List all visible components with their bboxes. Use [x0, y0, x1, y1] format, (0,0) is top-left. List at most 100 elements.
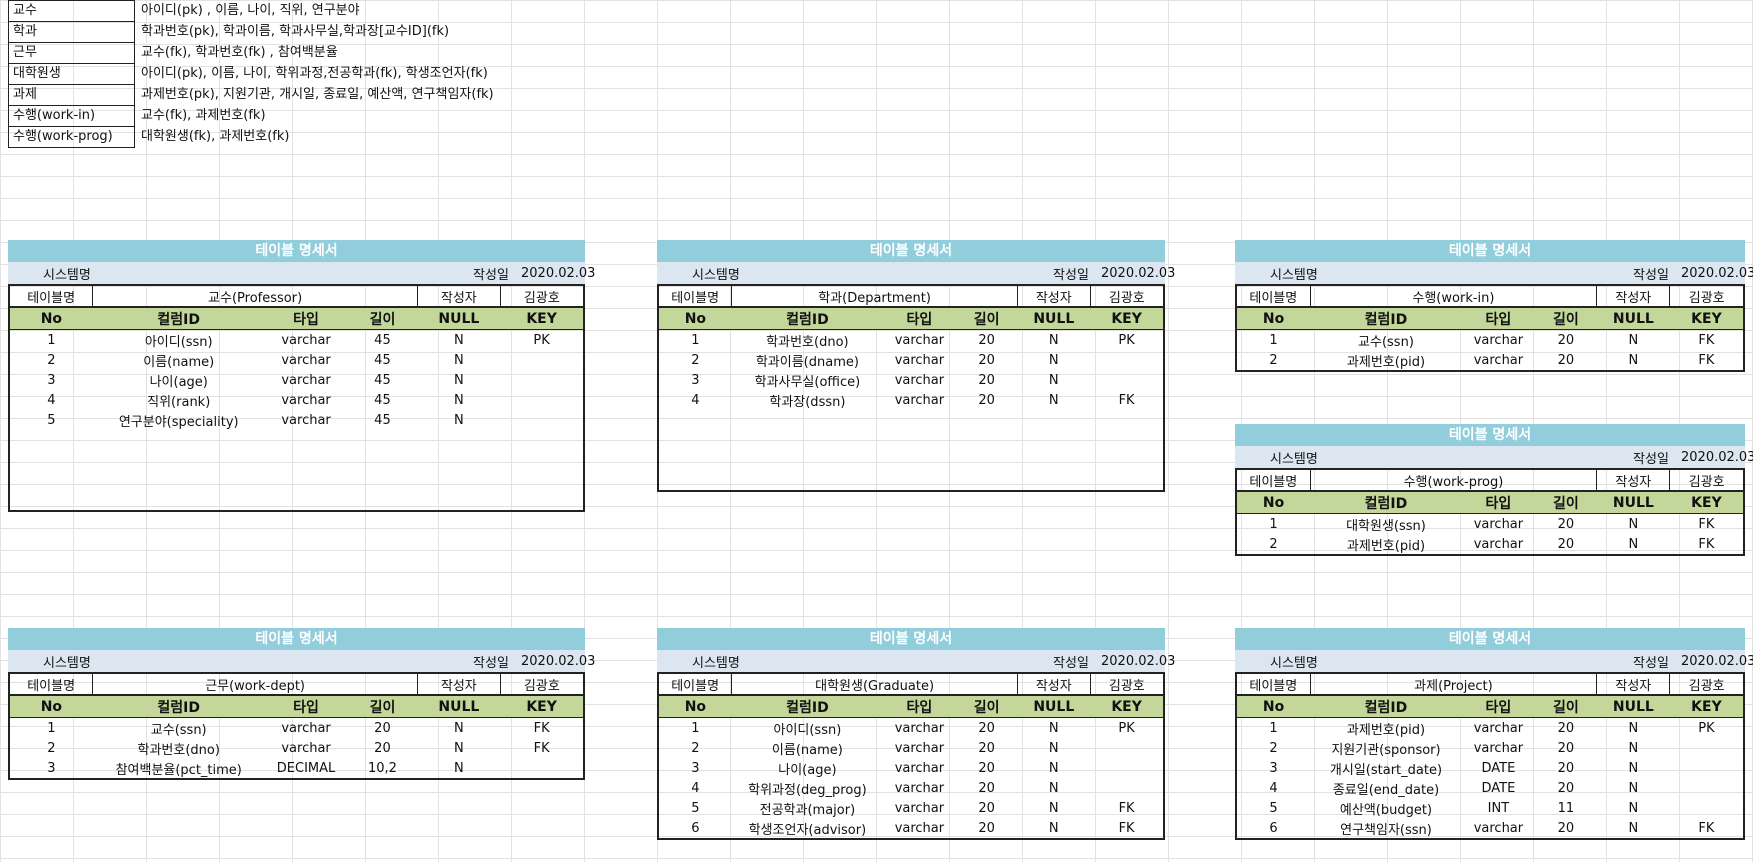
table-cell[interactable]: DATE	[1481, 760, 1516, 776]
summary-entity-name[interactable]: 대학원생	[8, 63, 135, 85]
table-cell[interactable]: 20	[1557, 536, 1575, 552]
table-cell[interactable]: N	[1628, 720, 1639, 736]
table-cell[interactable]: varchar	[894, 720, 945, 736]
table-cell[interactable]: 2	[1269, 740, 1278, 756]
table-cell[interactable]: 직위(rank)	[147, 394, 211, 410]
table-cell[interactable]: 10,2	[367, 760, 397, 776]
written-date-value[interactable]: 2020.02.03	[521, 653, 596, 669]
table-cell[interactable]: varchar	[1473, 820, 1524, 836]
table-cell[interactable]: N	[1628, 820, 1639, 836]
table-cell[interactable]: 2	[47, 740, 56, 756]
table-cell[interactable]: 참여백분율(pct_time)	[115, 762, 242, 778]
empty-cell[interactable]	[347, 470, 417, 490]
empty-cell[interactable]	[265, 450, 348, 470]
table-title[interactable]: 수행(work-prog)	[1310, 470, 1598, 492]
empty-cell[interactable]	[883, 430, 956, 450]
summary-entity-name[interactable]: 학과	[8, 21, 135, 43]
table-cell[interactable]: varchar	[894, 352, 945, 368]
table-cell[interactable]	[1670, 778, 1743, 798]
empty-cell[interactable]	[956, 410, 1018, 430]
table-cell[interactable]: PK	[1118, 332, 1135, 348]
empty-cell[interactable]	[93, 430, 265, 450]
table-cell[interactable]: 20	[978, 780, 995, 796]
table-cell[interactable]: 전공학과(major)	[759, 802, 856, 818]
table-cell[interactable]: 20	[1557, 516, 1575, 532]
empty-cell[interactable]	[732, 470, 883, 490]
table-cell[interactable]: varchar	[894, 332, 945, 348]
table-cell[interactable]	[500, 410, 583, 430]
table-cell[interactable]: varchar	[281, 352, 331, 368]
empty-cell[interactable]	[1017, 410, 1090, 430]
table-cell[interactable]: N	[1048, 352, 1059, 368]
table-cell[interactable]	[1090, 370, 1163, 390]
table-cell[interactable]: varchar	[1473, 352, 1524, 368]
table-cell[interactable]	[1670, 758, 1743, 778]
table-cell[interactable]: FK	[1118, 820, 1135, 836]
empty-cell[interactable]	[1090, 450, 1163, 470]
empty-cell[interactable]	[732, 450, 883, 470]
table-cell[interactable]: 1	[47, 720, 56, 736]
written-date-value[interactable]: 2020.02.03	[1681, 449, 1753, 465]
table-cell[interactable]: 이름(name)	[143, 354, 215, 370]
table-cell[interactable]: N	[1628, 800, 1639, 816]
empty-cell[interactable]	[417, 450, 500, 470]
table-cell[interactable]: FK	[1698, 820, 1715, 836]
table-cell[interactable]: N	[1048, 820, 1059, 836]
table-cell[interactable]: 1	[1269, 516, 1278, 532]
table-cell[interactable]: DATE	[1481, 780, 1516, 796]
empty-cell[interactable]	[10, 490, 93, 510]
table-cell[interactable]: 11	[1557, 800, 1575, 816]
table-cell[interactable]: 4	[47, 392, 56, 408]
table-cell[interactable]: N	[1628, 332, 1639, 348]
table-cell[interactable]: 대학원생(ssn)	[1346, 518, 1426, 534]
empty-cell[interactable]	[10, 470, 93, 490]
table-cell[interactable]: 교수(ssn)	[1358, 334, 1414, 350]
table-cell[interactable]: varchar	[281, 372, 331, 388]
table-cell[interactable]: 20	[1557, 720, 1575, 736]
table-cell[interactable]: PK	[1698, 720, 1715, 736]
table-cell[interactable]: 20	[978, 740, 995, 756]
empty-cell[interactable]	[417, 490, 500, 510]
table-cell[interactable]: 1	[47, 332, 56, 348]
table-cell[interactable]: PK	[533, 332, 550, 348]
summary-entity-attributes[interactable]: 과제번호(pk), 지원기관, 개시일, 종료일, 예산액, 연구책임자(fk)	[141, 87, 494, 102]
table-cell[interactable]: 20	[978, 392, 995, 408]
empty-cell[interactable]	[659, 430, 732, 450]
table-cell[interactable]: 학생조언자(advisor)	[748, 822, 867, 838]
table-cell[interactable]	[1090, 758, 1163, 778]
table-cell[interactable]: 학위과정(deg_prog)	[748, 782, 867, 798]
summary-entity-name[interactable]: 근무	[8, 42, 135, 64]
table-cell[interactable]: 과제번호(pid)	[1346, 354, 1426, 370]
table-cell[interactable]: varchar	[1473, 536, 1524, 552]
table-cell[interactable]: 1	[691, 332, 700, 348]
empty-cell[interactable]	[956, 430, 1018, 450]
table-cell[interactable]: 1	[691, 720, 700, 736]
summary-entity-attributes[interactable]: 아이디(pk), 이름, 나이, 학위과정,전공학과(fk), 학생조언자(fk…	[141, 66, 488, 81]
written-date-value[interactable]: 2020.02.03	[1101, 265, 1176, 281]
table-cell[interactable]: 연구책임자(ssn)	[1340, 822, 1432, 838]
table-cell[interactable]: 45	[374, 352, 391, 368]
empty-cell[interactable]	[93, 470, 265, 490]
table-cell[interactable]: 5	[691, 800, 700, 816]
table-cell[interactable]: N	[453, 720, 464, 736]
table-cell[interactable]	[1670, 798, 1743, 818]
table-cell[interactable]: varchar	[1473, 740, 1524, 756]
table-cell[interactable]: 3	[691, 760, 700, 776]
author-value[interactable]: 김광호	[1090, 286, 1163, 308]
table-cell[interactable]	[500, 350, 583, 370]
empty-cell[interactable]	[883, 470, 956, 490]
table-cell[interactable]: FK	[1698, 536, 1715, 552]
table-cell[interactable]: INT	[1487, 800, 1510, 816]
table-cell[interactable]: N	[1628, 352, 1639, 368]
table-cell[interactable]: 20	[978, 332, 995, 348]
table-cell[interactable]: 20	[978, 800, 995, 816]
table-cell[interactable]: varchar	[1473, 516, 1524, 532]
table-cell[interactable]: 45	[374, 412, 391, 428]
table-cell[interactable]: N	[1048, 720, 1059, 736]
table-cell[interactable]: 20	[978, 760, 995, 776]
table-cell[interactable]: 20	[1557, 820, 1575, 836]
table-cell[interactable]: N	[1048, 780, 1059, 796]
table-cell[interactable]: N	[453, 352, 464, 368]
empty-cell[interactable]	[956, 450, 1018, 470]
empty-cell[interactable]	[1017, 430, 1090, 450]
